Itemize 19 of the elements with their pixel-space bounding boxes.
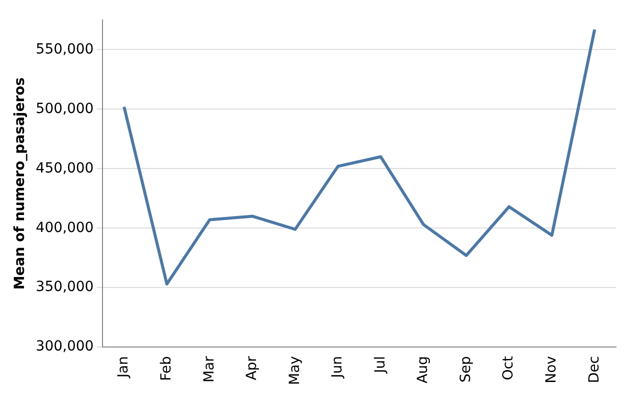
- x-tick-label: Nov: [543, 356, 560, 384]
- x-tick-label: Jan: [116, 356, 132, 379]
- y-tick-label: 450,000: [36, 160, 94, 176]
- y-tick-label: 550,000: [36, 41, 94, 58]
- y-tick-label: 350,000: [36, 279, 94, 296]
- y-tick-label: 500,000: [36, 100, 94, 117]
- y-tick-label: 400,000: [36, 220, 94, 236]
- x-tick-label: Mar: [201, 356, 218, 382]
- x-tick-label: Jun: [330, 356, 346, 379]
- x-tick-label: Dec: [586, 356, 602, 384]
- x-tick-label: Feb: [158, 356, 174, 381]
- x-tick-label: Sep: [458, 356, 474, 382]
- x-tick-label: Jul: [372, 356, 388, 374]
- y-axis-title: Mean of numero_pasajeros: [12, 77, 28, 290]
- x-tick-label: May: [286, 356, 303, 386]
- x-tick-label: Oct: [500, 356, 517, 380]
- x-tick-label: Apr: [244, 356, 260, 380]
- x-tick-label: Aug: [415, 356, 432, 384]
- y-tick-label: 300,000: [36, 338, 94, 355]
